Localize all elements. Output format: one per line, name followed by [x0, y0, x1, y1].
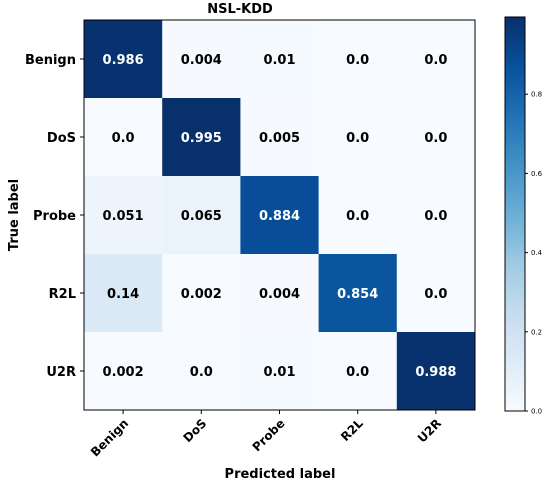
- heatmap-cell: [396, 176, 476, 255]
- heatmap-cell: [240, 98, 320, 177]
- cell-value-label: 0.051: [103, 209, 144, 224]
- heatmap-cell: [240, 176, 320, 255]
- x-tick-label: Probe: [250, 416, 288, 454]
- cell-value-label: 0.065: [181, 209, 222, 224]
- colorbar-ticks: 0.0 0.2 0.4 0.6 0.8: [525, 91, 543, 416]
- heatmap-cell: [162, 98, 241, 177]
- y-axis-label: True label: [7, 179, 22, 251]
- cell-value-label: 0.01: [263, 53, 295, 68]
- heatmap-cell: [396, 254, 476, 333]
- heatmap-cell: [318, 332, 398, 411]
- heatmap-cell: [162, 20, 241, 99]
- cell-value-label: 0.884: [259, 209, 300, 224]
- heatmap-cell: [240, 332, 320, 411]
- colorbar-tick-label: 0.6: [531, 170, 543, 178]
- cell-value-label: 0.988: [415, 365, 456, 380]
- cell-value-label: 0.0: [346, 131, 369, 146]
- cell-value-label: 0.002: [181, 287, 222, 302]
- cell-value-label: 0.0: [424, 53, 447, 68]
- cell-value-label: 0.0: [346, 365, 369, 380]
- heatmap-cell-labels: 0.986 0.004 0.01 0.0 0.00.0 0.995 0.005 0.0 0.00…: [103, 53, 457, 380]
- cell-value-label: 0.005: [259, 131, 300, 146]
- y-tick-labels: Benign DoS Probe R2L U2R: [25, 53, 84, 380]
- heatmap-cell: [318, 98, 398, 177]
- cell-value-label: 0.0: [424, 209, 447, 224]
- heatmap-cell: [240, 254, 320, 333]
- heatmap-cell: [84, 20, 163, 99]
- heatmap-cell: [318, 176, 398, 255]
- cell-value-label: 0.0: [346, 209, 369, 224]
- heatmap-cell: [84, 254, 163, 333]
- heatmap-cell: [162, 332, 241, 411]
- colorbar-tick-label: 0.0: [531, 408, 542, 416]
- cell-value-label: 0.0: [424, 131, 447, 146]
- cell-value-label: 0.002: [103, 365, 144, 380]
- cell-value-label: 0.01: [263, 365, 295, 380]
- heatmap-cell: [84, 332, 163, 411]
- cell-value-label: 0.004: [259, 287, 300, 302]
- cell-value-label: 0.0: [346, 53, 369, 68]
- x-tick-label: R2L: [338, 416, 366, 444]
- y-tick-label: Probe: [33, 209, 76, 224]
- heatmap-cell: [396, 20, 476, 99]
- cell-value-label: 0.854: [337, 287, 378, 302]
- heatmap-cells: [84, 20, 476, 411]
- cell-value-label: 0.004: [181, 53, 222, 68]
- colorbar-tick-label: 0.2: [531, 328, 542, 336]
- heatmap-cell: [318, 254, 398, 333]
- cell-value-label: 0.14: [107, 287, 139, 302]
- x-axis-label: Predicted label: [225, 467, 336, 482]
- cell-value-label: 0.0: [424, 287, 447, 302]
- y-tick-label: R2L: [49, 287, 76, 302]
- heatmap-cell: [162, 254, 241, 333]
- colorbar: [504, 16, 526, 412]
- colorbar-tick-label: 0.8: [531, 91, 542, 99]
- heatmap-cell: [84, 176, 163, 255]
- y-tick-label: Benign: [25, 53, 76, 68]
- heatmap-cell: [162, 176, 241, 255]
- heatmap-cell: [396, 98, 476, 177]
- x-tick-label: DoS: [181, 416, 210, 445]
- cell-value-label: 0.0: [190, 365, 213, 380]
- x-tick-labels: Benign DoS Probe R2L U2R: [88, 410, 444, 459]
- y-tick-label: DoS: [47, 131, 76, 146]
- cell-value-label: 0.995: [181, 131, 222, 146]
- colorbar-tick-label: 0.4: [531, 249, 543, 257]
- cell-value-label: 0.986: [103, 53, 144, 68]
- x-tick-label: U2R: [415, 416, 444, 445]
- chart-title: NSL-KDD: [207, 2, 273, 17]
- y-tick-label: U2R: [46, 365, 76, 380]
- heatmap-cell: [84, 98, 163, 177]
- cell-value-label: 0.0: [112, 131, 135, 146]
- heatmap-cell: [240, 20, 320, 99]
- heatmap-cell: [396, 332, 476, 411]
- heatmap-cell: [318, 20, 398, 99]
- x-tick-label: Benign: [88, 416, 131, 459]
